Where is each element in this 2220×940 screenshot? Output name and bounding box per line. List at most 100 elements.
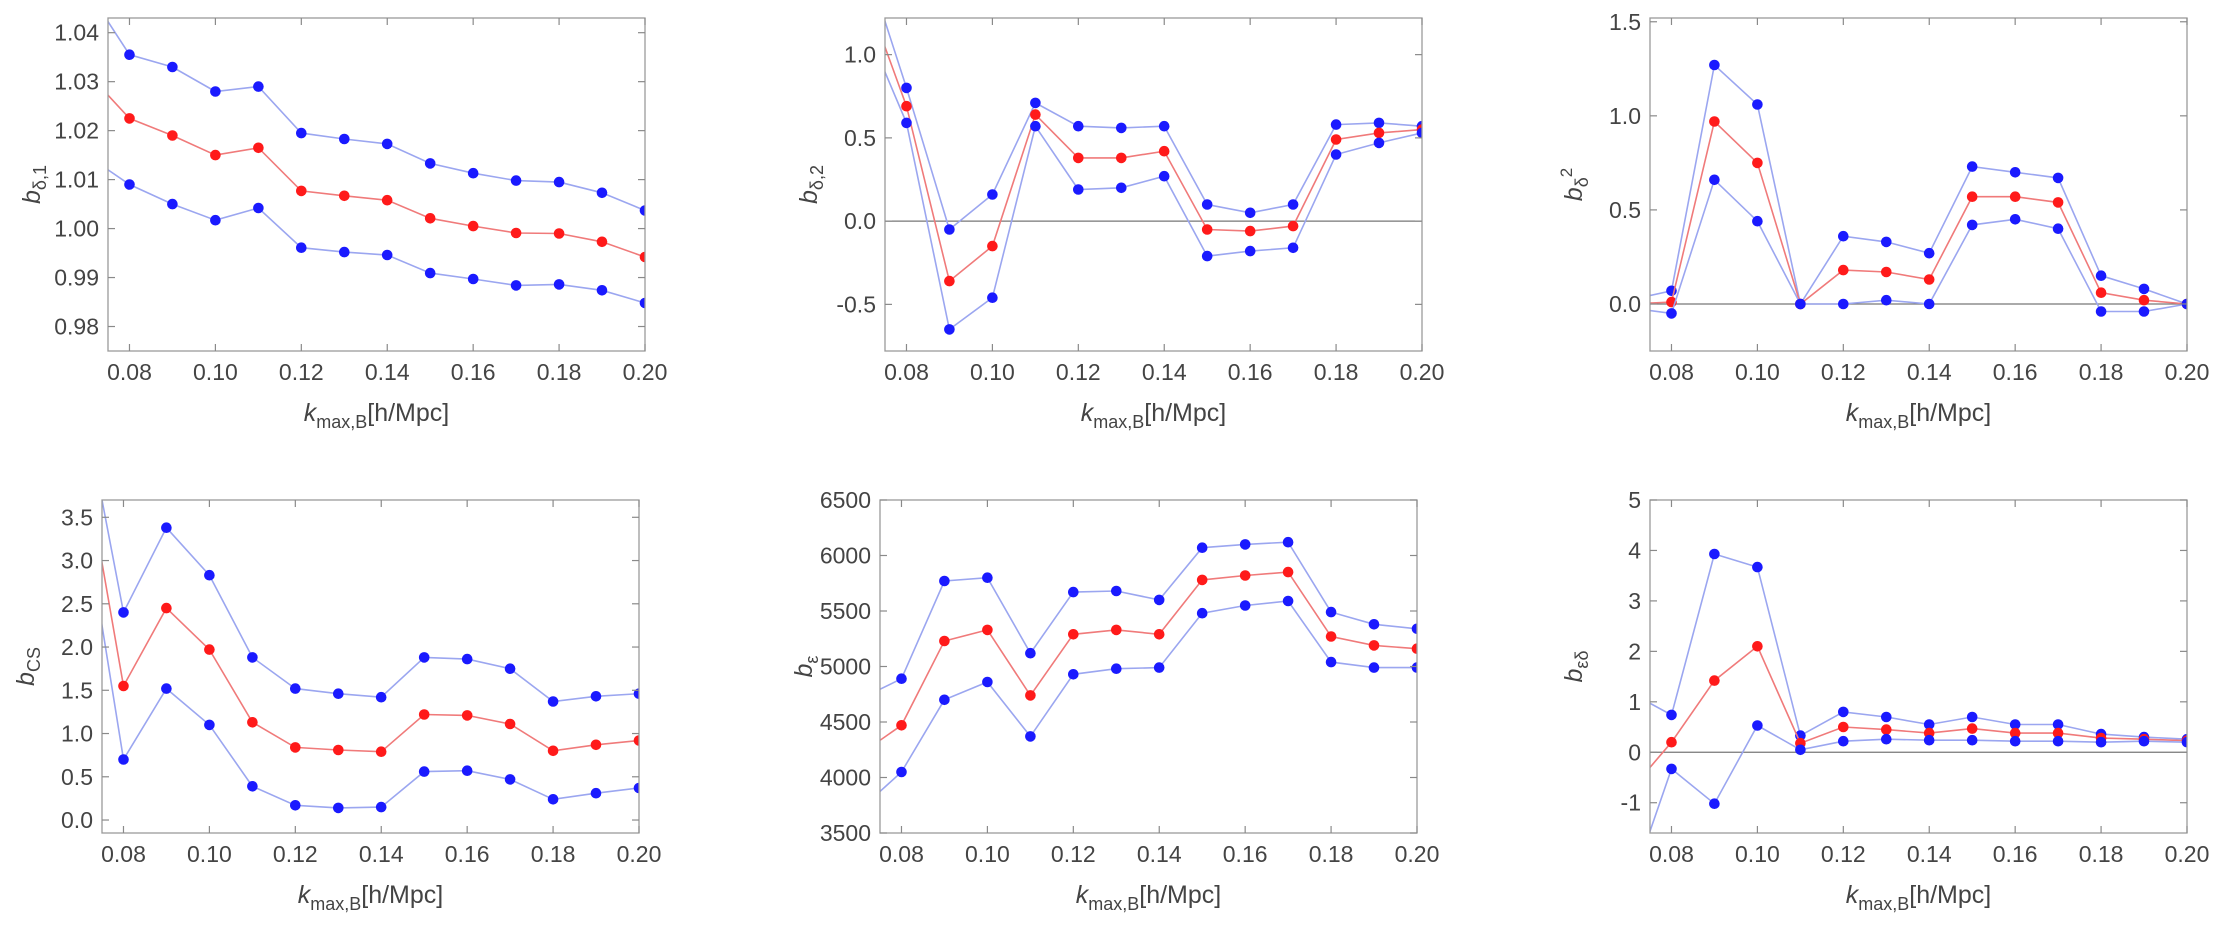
data-point-upper [339,133,350,145]
data-point-central [1244,225,1256,237]
y-tick-label: 0.0 [844,208,876,234]
y-tick-label: 1.0 [844,42,876,68]
series-line-upper [885,18,1422,231]
data-point-lower [1411,662,1417,673]
data-point-central [296,185,307,197]
series-line-lower [1650,178,2187,315]
data-point-central [1411,643,1417,654]
data-point-central [418,709,430,720]
data-point-upper [2138,283,2150,295]
data-point-upper [639,205,645,216]
data-point-lower [2181,736,2187,748]
data-point-upper [290,683,301,694]
x-tick-label: 0.10 [187,841,232,867]
y-tick-label: 2.5 [61,591,93,617]
data-point-central [1201,224,1213,235]
xlabel: kmax,B[h/Mpc] [1081,399,1227,432]
data-point-lower [424,267,436,279]
data-point-upper [1411,623,1417,635]
x-tick-label: 0.12 [1056,359,1101,385]
data-point-lower [1838,735,1849,747]
data-point-upper [901,82,912,94]
data-point-central [1881,266,1892,278]
y-tick-label: 1.0 [61,721,93,747]
y-tick-label: 1 [1628,689,1641,715]
series-line-central [885,44,1422,283]
data-point-lower [118,754,129,765]
data-point-lower [553,279,565,290]
data-point-upper [944,224,955,235]
data-point-upper [590,691,602,702]
data-point-lower [204,719,215,731]
data-point-lower [1368,662,1380,673]
data-point-upper [1368,619,1380,630]
data-point-upper [2052,719,2064,730]
data-point-upper [247,652,258,663]
x-tick-label: 0.10 [1735,841,1780,867]
data-point-central [982,624,993,636]
data-point-lower [982,676,993,688]
data-point-upper [510,175,522,186]
data-point-central [1923,274,1935,285]
y-tick-label: 5 [1628,487,1641,513]
data-point-upper [1709,59,1720,71]
x-tick-label: 0.08 [1649,359,1694,385]
data-point-lower [1966,219,1978,231]
data-point-lower [1666,308,1677,319]
x-tick-label: 0.18 [1309,841,1354,867]
data-point-central [1709,675,1720,686]
data-point-lower [1158,170,1170,182]
series-line-central [1650,119,2187,306]
data-point-upper [2095,270,2107,282]
x-tick-label: 0.10 [1735,359,1780,385]
data-point-central [1116,152,1127,164]
plot-frame [101,499,640,834]
ylabel: bεδ [1560,651,1592,683]
data-point-central [896,720,907,731]
plot-area [880,536,1417,793]
data-point-lower [290,800,301,811]
y-tick-label: 0 [1628,739,1641,765]
data-point-lower [418,766,430,777]
x-tick-label: 0.08 [101,841,146,867]
data-point-lower [1282,595,1294,607]
ylabel: bδ,2 [795,165,827,204]
data-point-lower [987,292,998,304]
data-point-central [1966,191,1978,202]
data-point-central [124,113,135,124]
data-point-central [467,220,479,232]
data-point-central [1368,640,1380,651]
y-tick-label: 3 [1628,588,1641,614]
y-tick-label: -1 [1621,790,1641,816]
data-point-lower [381,249,393,261]
data-point-central [1111,624,1122,636]
data-point-lower [461,765,473,776]
y-tick-label: 0.0 [1609,291,1641,317]
data-point-central [333,744,344,756]
series-line-central [880,571,1417,742]
data-point-central [247,717,258,728]
panel-b-delta-1: bδ,1 kmax,B[h/Mpc] 0.08 0.10 0.12 0.14 0.16 0… [18,17,667,432]
data-point-lower [2009,214,2021,225]
data-point-central [944,275,955,287]
data-point-lower [944,324,955,335]
data-point-lower [1196,607,1208,619]
data-point-lower [247,781,258,792]
data-point-central [2095,287,2107,299]
data-point-lower [896,766,907,778]
data-point-upper [467,167,479,179]
data-point-lower [333,802,344,814]
ylabel: bδ,1 [18,165,50,204]
ylabel: bδ2 [1557,168,1592,201]
data-point-lower [1201,250,1213,262]
data-point-lower [901,117,912,129]
x-tick-label: 0.16 [1228,359,1273,385]
xlabel: kmax,B[h/Mpc] [304,399,450,432]
data-point-central [2009,191,2021,202]
data-point-upper [939,575,950,587]
data-point-central [118,680,129,692]
data-point-upper [1881,711,1892,723]
data-point-upper [1923,719,1935,730]
data-point-lower [1752,720,1763,731]
y-tick-label: 1.02 [54,118,99,144]
